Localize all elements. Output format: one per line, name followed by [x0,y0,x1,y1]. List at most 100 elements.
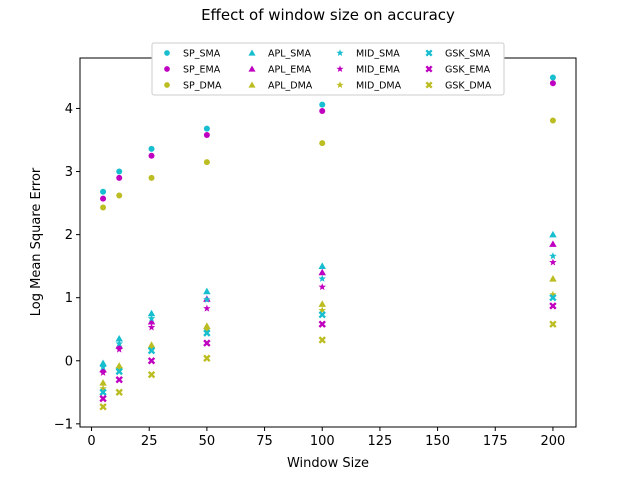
legend-item: GSK_SMA [425,49,491,60]
x-tick-label: 150 [425,434,450,449]
data-point [203,354,211,362]
data-point [318,306,326,314]
x-tick-label: 125 [367,434,392,449]
legend-item: MID_DMA [336,81,402,92]
data-point [549,302,557,310]
data-point [318,336,326,344]
series-apl-dma [99,275,557,386]
legend-item: APL_DMA [248,81,313,92]
data-point [549,240,557,247]
legend-marker [425,65,433,73]
legend-marker [248,49,256,56]
y-tick-label: 2 [65,228,73,243]
data-point [549,320,557,328]
x-axis: 0 25 50 75 100 125 150 175 200 [87,427,565,449]
data-point [549,74,556,81]
legend-label: APL_DMA [268,81,313,92]
legend-marker [248,65,256,72]
data-point [318,311,326,319]
legend-item: MID_EMA [336,65,400,76]
legend-label: MID_EMA [356,65,400,76]
legend-item: GSK_DMA [425,81,492,92]
data-point [99,368,107,376]
data-point [203,329,211,337]
data-point [116,174,123,181]
data-point [203,339,211,347]
data-point [318,268,326,276]
x-tick-label: 75 [256,434,273,449]
series-sp-ema [100,80,556,202]
series-mid-sma [99,252,557,371]
legend-label: SP_DMA [183,81,222,92]
data-point [99,403,107,411]
data-point [203,322,211,329]
data-point [318,283,326,291]
legend-item: GSK_EMA [425,65,491,76]
data-point [148,152,155,159]
data-point [99,388,107,397]
plot-frame [79,57,577,428]
data-point [549,80,556,87]
data-point [99,384,107,392]
series-apl-sma [99,230,557,367]
legend-item: APL_SMA [248,49,311,60]
data-point [100,204,107,211]
legend-label: SP_SMA [183,49,221,60]
data-point [549,293,557,302]
data-point [115,345,123,353]
series-apl-ema [99,240,557,373]
data-point [319,101,326,108]
y-axis: −1 0 1 2 3 4 [54,102,80,432]
chart-title: Effect of window size on accuracy [201,6,455,24]
series-sp-sma [100,74,556,195]
data-point [115,367,123,376]
data-point [147,309,156,317]
data-point [147,346,156,355]
data-point [203,295,211,303]
data-point [115,334,123,342]
data-point [100,195,107,202]
x-axis-label: Window Size [287,456,369,471]
data-point [147,314,156,322]
legend-marker [336,65,344,72]
data-point [318,300,326,307]
data-point [203,125,210,132]
data-point [116,168,123,175]
series-mid-dma [99,290,557,392]
series-sp-dma [100,117,556,211]
data-point [203,131,210,138]
data-point [549,290,557,298]
y-tick-label: −1 [54,417,73,432]
legend-item: MID_SMA [336,49,400,60]
series-gsk-ema [99,302,557,403]
data-point [318,262,326,269]
x-tick-label: 25 [141,434,158,449]
series-gsk-sma [99,293,557,397]
data-point [99,363,107,371]
y-tick-label: 3 [65,165,73,180]
data-point [100,188,107,195]
legend-marker [425,49,433,57]
legend-item: SP_SMA [164,49,221,60]
x-tick-label: 200 [541,434,566,449]
x-tick-label: 100 [310,434,335,449]
series-gsk-dma [99,320,557,411]
data-point [549,275,557,282]
y-tick-label: 0 [65,354,73,369]
data-point [147,357,156,365]
plot-points [99,74,557,411]
data-point [549,117,556,124]
y-axis-label: Log Mean Square Error [29,167,44,316]
legend: SP_SMA SP_EMA SP_DMA APL_SMA APL_EMA APL_DMA M… [151,42,505,96]
data-point [147,344,156,352]
y-tick-label: 4 [65,102,73,117]
data-point [99,359,107,367]
legend-label: MID_DMA [356,81,402,92]
data-point [147,323,156,331]
x-tick-label: 0 [87,434,95,449]
series-mid-ema [99,258,557,376]
legend-marker [336,81,344,88]
legend-item: APL_EMA [248,65,311,76]
data-point [549,252,557,260]
